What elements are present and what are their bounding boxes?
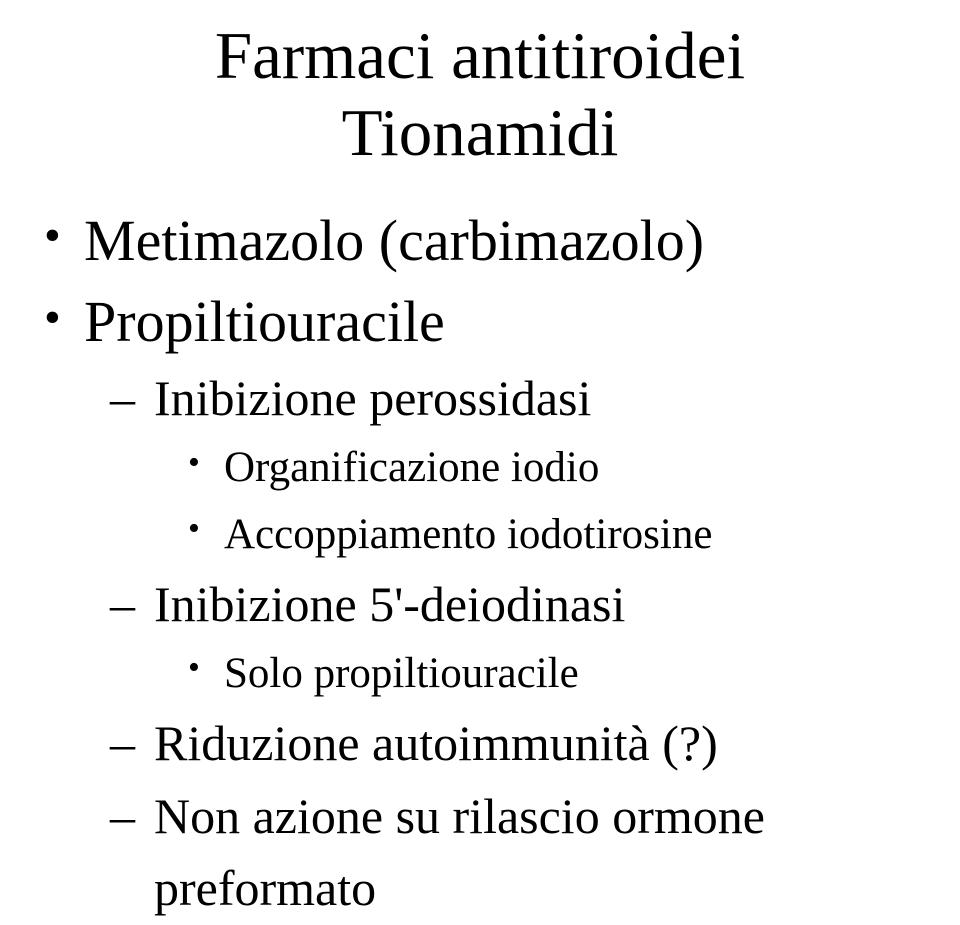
- list-item-label: Inibizione perossidasi: [154, 370, 591, 426]
- bullet-subsublist: Solo propiltiouracile: [154, 641, 920, 708]
- list-item-label: Propiltiouracile: [84, 289, 445, 354]
- list-item: Accoppiamento iodotirosine: [188, 502, 920, 569]
- slide-title: Farmaci antitiroidei Tionamidi: [40, 18, 920, 172]
- list-item-label: Inibizione 5'-deiodinasi: [154, 576, 625, 632]
- title-line-2: Tionamidi: [40, 95, 920, 172]
- list-item: Inibizione perossidasi Organificazione i…: [110, 362, 920, 568]
- list-item-label: Solo propiltiouracile: [224, 650, 579, 697]
- list-item: Riduzione autoimmunità (?): [110, 707, 920, 780]
- list-item: Solo propiltiouracile: [188, 641, 920, 708]
- list-item: Inibizione 5'-deiodinasi Solo propiltiou…: [110, 568, 920, 707]
- bullet-list: Metimazolo (carbimazolo) Propiltiouracil…: [40, 200, 920, 925]
- title-line-1: Farmaci antitiroidei: [40, 18, 920, 95]
- bullet-sublist: Inibizione perossidasi Organificazione i…: [84, 362, 920, 924]
- slide: Farmaci antitiroidei Tionamidi Metimazol…: [0, 0, 960, 828]
- list-item-label: Accoppiamento iodotirosine: [224, 511, 712, 558]
- list-item: Metimazolo (carbimazolo): [40, 200, 920, 281]
- list-item-label: Riduzione autoimmunità (?): [154, 715, 718, 771]
- list-item-label: Organificazione iodio: [224, 444, 599, 491]
- bullet-subsublist: Organificazione iodio Accoppiamento iodo…: [154, 435, 920, 568]
- list-item-label: Non azione su rilascio ormone preformato: [154, 788, 765, 917]
- list-item-label: Metimazolo (carbimazolo): [84, 208, 704, 273]
- list-item: Organificazione iodio: [188, 435, 920, 502]
- list-item: Propiltiouracile Inibizione perossidasi …: [40, 281, 920, 925]
- list-item: Non azione su rilascio ormone preformato: [110, 780, 920, 925]
